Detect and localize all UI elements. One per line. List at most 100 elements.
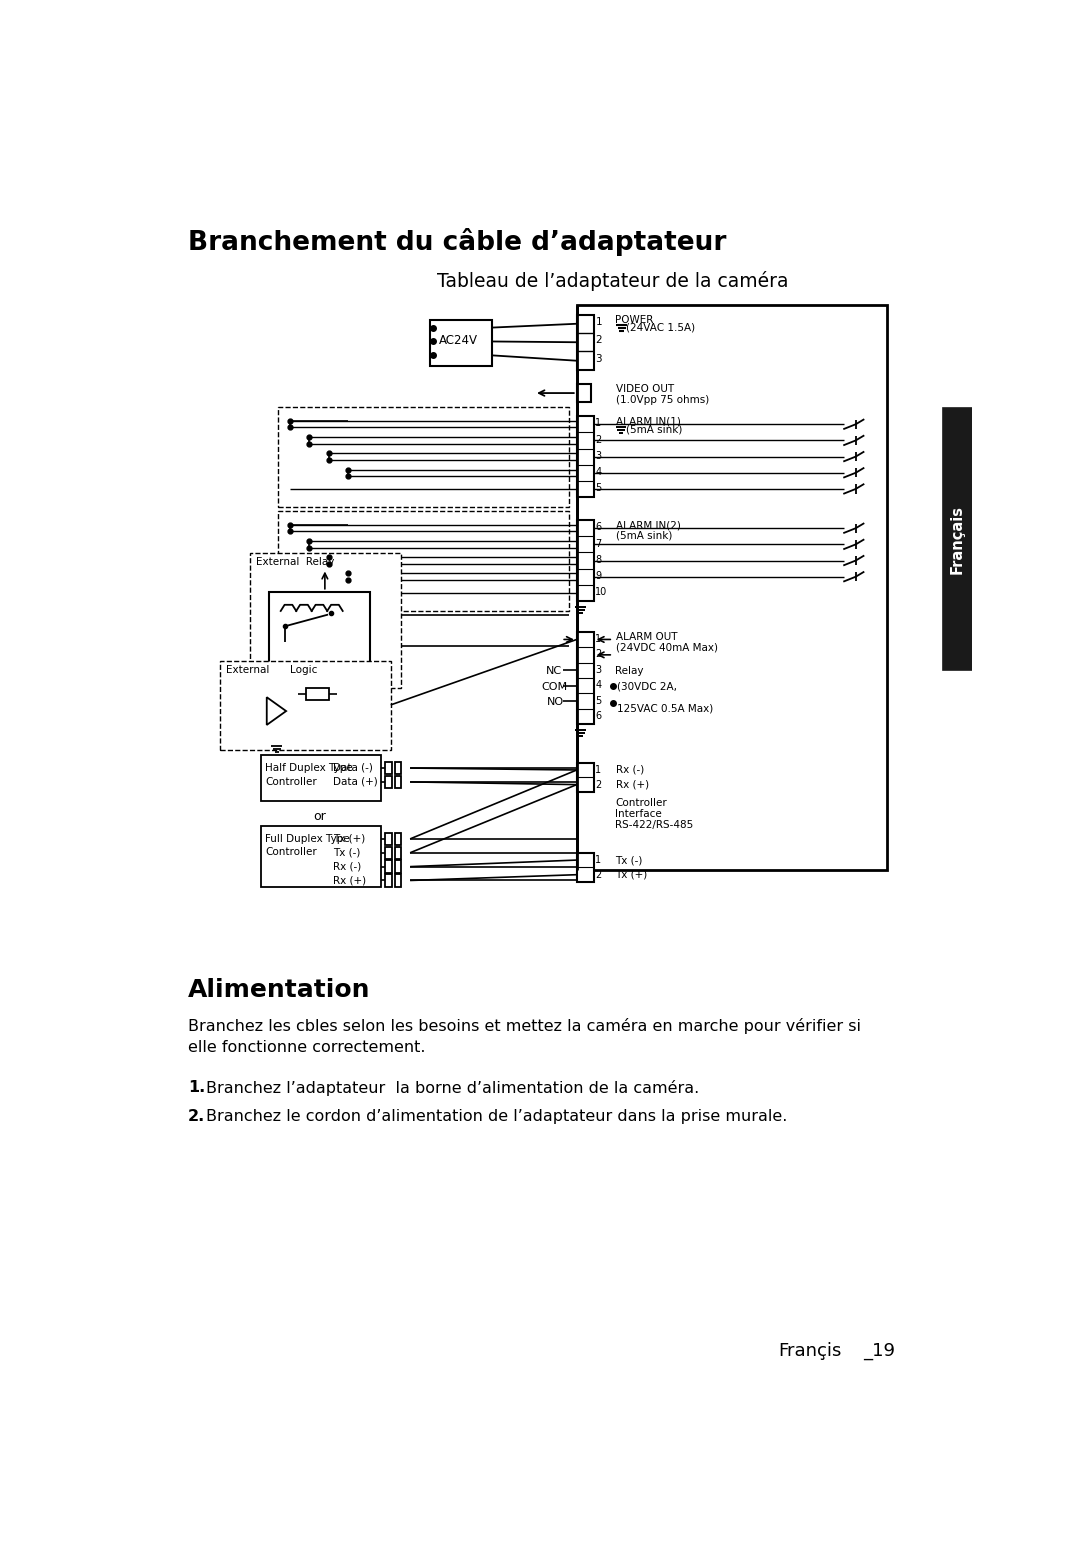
Text: 1: 1 [595,855,602,866]
Bar [261,755,381,801]
Text: Controller: Controller [266,776,316,787]
Bar [394,833,401,846]
Bar [577,315,594,370]
Text: 10: 10 [595,586,608,597]
Bar [279,407,569,508]
Text: 3: 3 [595,451,602,461]
Text: Data (-): Data (-) [333,762,373,773]
Text: 1: 1 [595,765,602,775]
Text: ALARM IN(1): ALARM IN(1) [616,417,680,426]
Text: 6: 6 [595,711,602,721]
Text: 6: 6 [595,523,602,532]
Bar [249,554,401,688]
Text: Tableau de l’adaptateur de la caméra: Tableau de l’adaptateur de la caméra [437,272,788,292]
Text: 2: 2 [595,650,602,659]
Text: (5mA sink): (5mA sink) [616,531,672,542]
Text: Rx (+): Rx (+) [616,779,649,790]
Text: (1.0Vpp 75 ohms): (1.0Vpp 75 ohms) [616,395,708,404]
Bar [394,847,401,859]
Bar [261,826,381,887]
Text: COM: COM [542,682,568,691]
Text: elle fonctionne correctement.: elle fonctionne correctement. [188,1040,426,1055]
Text: 1: 1 [595,634,602,643]
Text: 1: 1 [595,418,602,429]
Bar [220,660,391,750]
Text: _19: _19 [864,1342,895,1361]
Text: Rx (-): Rx (-) [616,765,644,775]
Text: (24VDC 40mA Max): (24VDC 40mA Max) [616,642,717,653]
Text: 1: 1 [595,316,602,327]
Bar [577,304,887,870]
Bar [386,833,392,846]
Text: Branchez l’adaptateur  la borne d’alimentation de la caméra.: Branchez l’adaptateur la borne d’aliment… [206,1080,700,1096]
Polygon shape [267,697,286,725]
Text: RS-422/RS-485: RS-422/RS-485 [616,819,693,830]
Text: POWER: POWER [616,315,653,324]
Text: Controller: Controller [266,847,316,858]
Text: Tx (-): Tx (-) [333,847,360,858]
Bar [394,875,401,887]
Bar [394,762,401,775]
Text: VIDEO OUT: VIDEO OUT [616,384,674,393]
Text: Relay: Relay [616,667,644,676]
Bar [394,776,401,788]
Text: 2: 2 [595,779,602,790]
Bar [577,520,594,600]
Bar [394,861,401,873]
Text: Branchez le cordon d’alimentation de l’adaptateur dans la prise murale.: Branchez le cordon d’alimentation de l’a… [206,1109,787,1125]
Text: 4: 4 [595,468,602,477]
Text: 1.: 1. [188,1080,205,1096]
Text: Controller: Controller [616,798,667,809]
Text: 7: 7 [595,539,602,549]
Text: 3: 3 [595,353,602,364]
Bar [386,847,392,859]
Text: or: or [313,810,326,824]
Bar [386,776,392,788]
Text: Rx (-): Rx (-) [333,861,361,872]
Text: (24VAC 1.5A): (24VAC 1.5A) [626,322,696,333]
Text: 4: 4 [595,680,602,690]
Bar [577,384,591,403]
Text: Half Duplex Type: Half Duplex Type [266,762,353,773]
Bar [577,853,594,883]
Text: Data (+): Data (+) [333,776,377,787]
Bar [386,861,392,873]
Text: Branchement du câble d’adaptateur: Branchement du câble d’adaptateur [188,227,726,256]
Text: 2.: 2. [188,1109,205,1125]
Bar [386,762,392,775]
Text: External  Relay: External Relay [256,557,335,568]
Text: 5: 5 [595,483,602,494]
Text: NC: NC [545,667,562,676]
Text: Full Duplex Type: Full Duplex Type [266,833,350,844]
Bar [269,591,369,665]
Text: Français: Français [949,505,964,574]
Text: 2: 2 [595,870,602,880]
Text: Rx (+): Rx (+) [333,875,366,886]
Text: 2: 2 [595,335,602,346]
Bar [577,417,594,497]
Bar [577,762,594,792]
Text: Tx (+): Tx (+) [616,870,648,880]
Text: Branchez les cbles selon les besoins et mettez la caméra en marche pour vérifier: Branchez les cbles selon les besoins et … [188,1018,861,1034]
Text: ALARM IN(2): ALARM IN(2) [616,520,680,531]
Text: Françis: Françis [779,1342,841,1361]
Text: 5: 5 [595,696,602,705]
Text: 125VAC 0.5A Max): 125VAC 0.5A Max) [617,704,713,713]
Text: 3: 3 [595,665,602,674]
Text: External: External [227,665,270,674]
Text: NO: NO [548,697,565,707]
Text: 9: 9 [595,571,602,580]
Text: (30VDC 2A,: (30VDC 2A, [617,682,677,691]
Bar [943,409,972,670]
Text: AC24V: AC24V [438,333,477,347]
Text: 2: 2 [595,435,602,444]
Bar [577,631,594,724]
Bar [279,511,569,611]
Text: ALARM OUT: ALARM OUT [616,631,677,642]
Text: Interface: Interface [616,809,662,819]
Text: Tx (-): Tx (-) [616,855,643,866]
Text: Alimentation: Alimentation [188,978,370,1003]
Text: 8: 8 [595,555,602,565]
Text: Tx (+): Tx (+) [333,833,365,844]
Bar [386,875,392,887]
